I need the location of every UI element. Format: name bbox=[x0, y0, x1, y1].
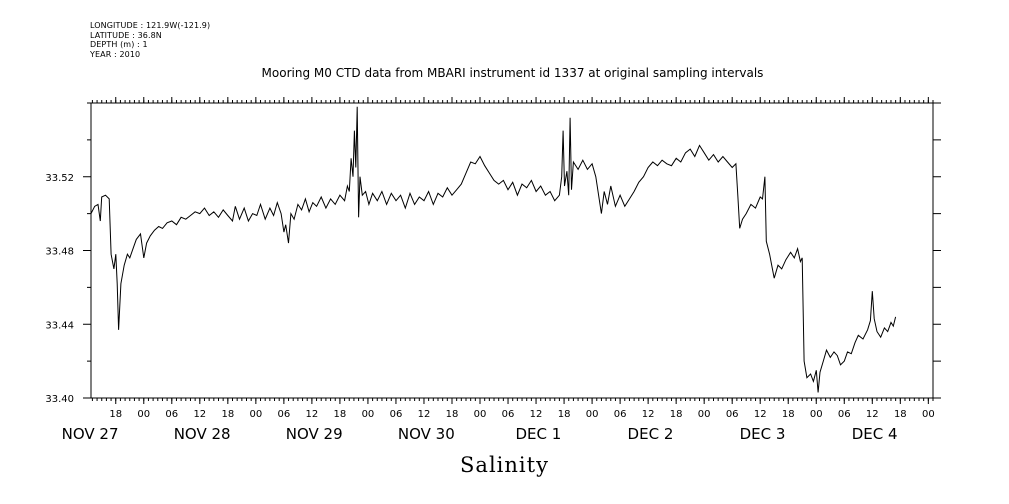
hour-tick-label: 12 bbox=[193, 409, 206, 420]
hour-tick-label: 12 bbox=[418, 409, 431, 420]
year-text: YEAR : 2010 bbox=[90, 49, 141, 59]
hour-tick-label: 12 bbox=[306, 409, 319, 420]
salinity-series-line bbox=[90, 106, 897, 393]
hour-tick-label: 06 bbox=[390, 409, 403, 420]
hour-tick-label: 18 bbox=[446, 409, 459, 420]
y-tick-labels: 33.40 33.44 33.48 33.52 bbox=[45, 173, 74, 405]
y-ticks bbox=[83, 102, 941, 399]
hour-tick-label: 06 bbox=[726, 409, 739, 420]
day-label: DEC 4 bbox=[852, 425, 898, 443]
hour-tick-labels: 18 00 06 12 18 00 06 12 18 00 06 12 18 00 06 12 18 00 06 12… bbox=[109, 409, 934, 420]
hour-tick-label: 00 bbox=[586, 409, 599, 420]
hour-tick-label: 12 bbox=[642, 409, 655, 420]
hour-tick-label: 18 bbox=[894, 409, 907, 420]
hour-tick-label: 00 bbox=[810, 409, 823, 420]
hour-tick-label: 18 bbox=[334, 409, 347, 420]
day-label: NOV 28 bbox=[174, 425, 231, 443]
hour-tick-label: 18 bbox=[670, 409, 683, 420]
variable-label: Salinity bbox=[460, 453, 549, 477]
day-labels: NOV 27 NOV 28 NOV 29 NOV 30 DEC 1 DEC 2 DEC 3 D… bbox=[62, 425, 898, 443]
longitude-text: LONGITUDE : 121.9W(-121.9) bbox=[90, 21, 211, 30]
hour-tick-label: 00 bbox=[474, 409, 487, 420]
hour-tick-label: 00 bbox=[137, 409, 150, 420]
hour-ticks bbox=[115, 97, 929, 404]
day-label: DEC 1 bbox=[515, 425, 561, 443]
hour-tick-label: 06 bbox=[614, 409, 627, 420]
day-label: NOV 29 bbox=[286, 425, 343, 443]
plot-frame bbox=[90, 102, 934, 399]
y-tick-label: 33.52 bbox=[45, 173, 74, 184]
hour-tick-label: 06 bbox=[502, 409, 515, 420]
hour-tick-label: 06 bbox=[278, 409, 291, 420]
hour-tick-label: 00 bbox=[698, 409, 711, 420]
chart-title: Mooring M0 CTD data from MBARI instrumen… bbox=[261, 66, 764, 80]
depth-text: DEPTH (m) : 1 bbox=[90, 40, 148, 49]
day-label: NOV 27 bbox=[62, 425, 119, 443]
hour-tick-label: 00 bbox=[249, 409, 262, 420]
hour-tick-label: 12 bbox=[754, 409, 767, 420]
hour-tick-label: 12 bbox=[866, 409, 879, 420]
hour-tick-label: 06 bbox=[838, 409, 851, 420]
metadata-block: LONGITUDE : 121.9W(-121.9) LATITUDE : 36… bbox=[90, 21, 210, 59]
hour-tick-label: 18 bbox=[109, 409, 122, 420]
y-tick-label: 33.44 bbox=[45, 320, 74, 331]
y-tick-label: 33.40 bbox=[45, 394, 74, 405]
hour-tick-label: 12 bbox=[530, 409, 543, 420]
hour-tick-label: 18 bbox=[221, 409, 234, 420]
hour-tick-label: 00 bbox=[362, 409, 375, 420]
day-label: NOV 30 bbox=[398, 425, 455, 443]
hour-tick-label: 06 bbox=[165, 409, 178, 420]
day-label: DEC 3 bbox=[740, 425, 786, 443]
hour-tick-label: 18 bbox=[782, 409, 795, 420]
minor-ticks bbox=[91, 100, 934, 401]
latitude-text: LATITUDE : 36.8N bbox=[90, 30, 162, 40]
day-label: DEC 2 bbox=[628, 425, 674, 443]
y-tick-label: 33.48 bbox=[45, 247, 74, 258]
hour-tick-label: 00 bbox=[922, 409, 935, 420]
hour-tick-label: 18 bbox=[558, 409, 571, 420]
